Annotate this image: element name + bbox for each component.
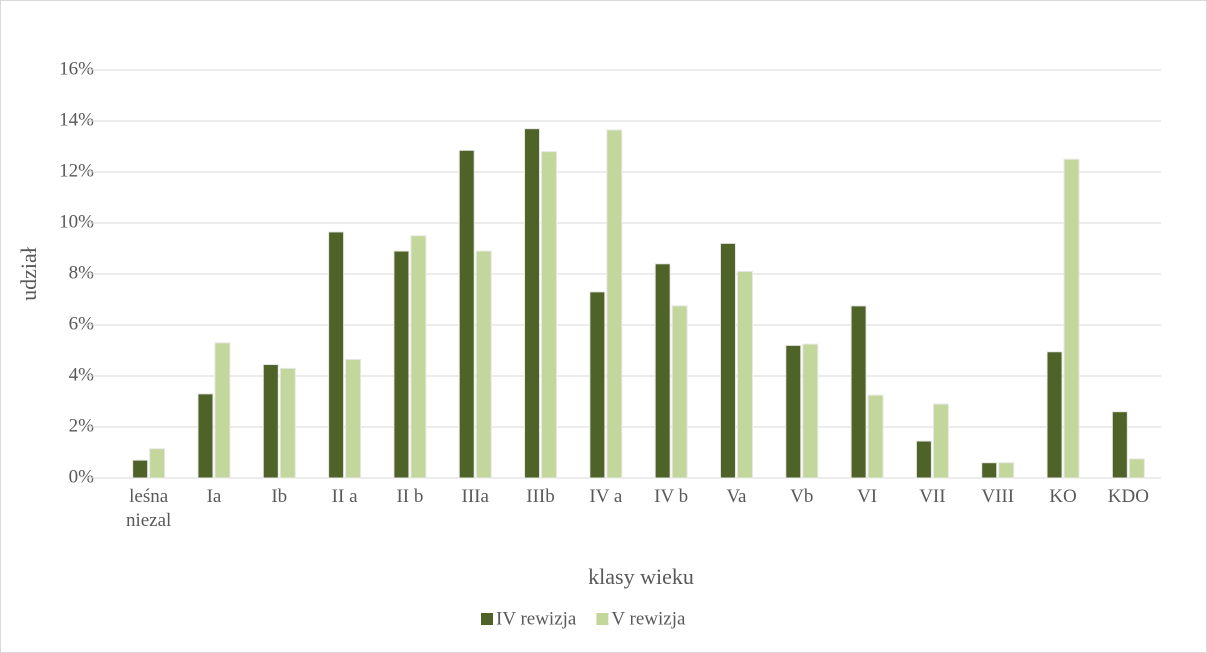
bar [932,403,949,479]
bar [671,305,688,479]
bar [1046,351,1063,479]
x-tick-label: IIIa [461,486,489,507]
y-axis-title: udział [16,247,41,301]
y-tick-label: 8% [69,262,95,283]
bar [981,462,998,479]
bar [915,440,932,479]
x-tick-label: II b [396,486,424,507]
bar [541,151,558,479]
x-tick-label: IV a [589,486,623,507]
bar [458,149,475,479]
x-tick-label: Ib [271,486,288,507]
bar [1111,411,1128,479]
y-tick-label: 2% [69,415,95,436]
bar [197,393,214,479]
x-tick-label: leśna niezal [125,486,172,531]
y-tick-label: 0% [69,466,95,487]
x-tick-label: Vb [790,486,814,507]
bar [475,250,492,479]
bar [214,342,231,479]
bar [998,462,1015,479]
bar [785,344,802,479]
x-tick-label: IIIb [526,486,555,507]
bar [328,231,345,479]
bar [589,291,606,479]
legend-label: V rewizja [611,608,686,629]
bar [736,270,753,479]
bar [279,367,296,479]
x-axis-title: klasy wieku [588,564,694,589]
y-tick-label: 6% [69,313,95,334]
bar [410,235,427,479]
bar [802,343,819,479]
x-tick-label: VIII [981,486,1015,507]
bar [606,129,623,479]
legend-swatch [596,613,609,625]
y-tick-label: 16% [59,58,94,79]
bar [149,448,166,479]
bar [524,128,541,479]
x-tick-label: VII [919,486,946,507]
bar [262,364,279,479]
legend-label: IV rewizja [496,608,577,629]
bar [719,242,736,479]
y-tick-label: 14% [59,109,94,130]
x-tick-label: KO [1049,486,1077,507]
y-tick-label: 4% [69,364,95,385]
bar [132,459,149,479]
x-tick-label: Ia [206,486,222,507]
legend-swatch [481,613,493,625]
bar [867,394,884,479]
bar [654,263,671,479]
bar [345,358,362,479]
bar [850,305,867,479]
bar [1063,158,1080,479]
x-tick-label: II a [331,486,358,507]
y-tick-label: 10% [59,211,94,232]
x-tick-label: KDO [1107,486,1149,507]
x-tick-label: IV b [654,486,689,507]
x-tick-label: VI [857,486,878,507]
y-tick-label: 12% [59,160,94,181]
bar [1128,458,1145,479]
bar [393,250,410,479]
x-tick-label: Va [726,486,747,507]
